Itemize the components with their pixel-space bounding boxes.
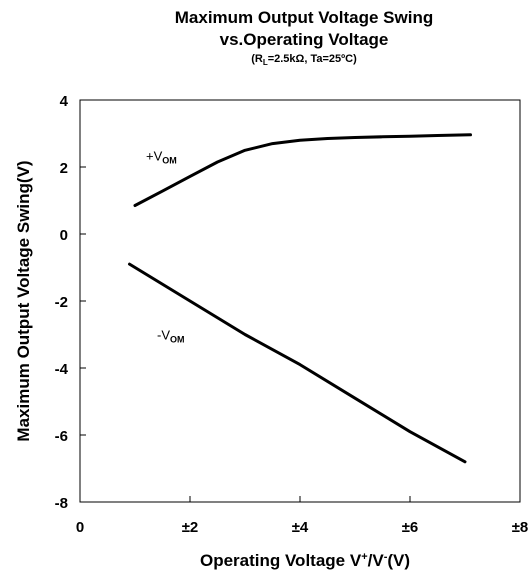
series-layer — [128, 133, 472, 464]
subtitle-r-prefix: (R — [251, 53, 263, 65]
x-axis-label-sup: + — [361, 551, 367, 563]
x-axis-label-part: Operating Voltage V — [200, 551, 362, 570]
series-line-plus-vom — [133, 133, 472, 207]
labels-layer: 4 2 0 -2 -4 -6 -8 0 ±2 ±4 ±6 ±8 Maximum Output Volta… — [14, 93, 528, 570]
series-label-main: -V — [157, 328, 170, 343]
subtitle-r-subscript: L — [262, 58, 268, 68]
series-label: +VOM — [146, 148, 177, 165]
x-axis-label-part: /V — [368, 551, 385, 570]
x-tick-label: ±8 — [512, 519, 529, 536]
y-axis-label: Maximum Output Voltage Swing(V) — [14, 160, 33, 441]
x-tick-label: 0 — [76, 519, 84, 536]
y-tick-label: -6 — [55, 428, 68, 445]
y-tick-label: -8 — [55, 495, 68, 512]
x-axis-label-part: (V) — [387, 551, 410, 570]
y-tick-label: 0 — [60, 227, 68, 244]
y-tick-label: -4 — [55, 361, 69, 378]
x-tick-label: ±4 — [292, 519, 309, 536]
x-tick-label: ±6 — [402, 519, 419, 536]
series-line-minus-vom — [128, 262, 467, 464]
x-axis-label: Operating Voltage V+/V-(V) — [200, 551, 410, 570]
series-label: -VOM — [157, 328, 185, 345]
series-label-main: +V — [146, 148, 163, 163]
y-tick-label: 4 — [60, 93, 69, 110]
subtitle-rest: =2.5kΩ, Ta=25ºC) — [267, 53, 357, 65]
series-label-sub: OM — [170, 335, 185, 345]
x-axis-label-sup: - — [384, 551, 388, 563]
chart-title-line2: vs.Operating Voltage — [219, 30, 389, 49]
chart-title-line1: Maximum Output Voltage Swing — [174, 8, 434, 27]
y-tick-label: -2 — [55, 294, 68, 311]
axes-layer — [79, 99, 521, 503]
y-tick-label: 2 — [60, 160, 68, 177]
x-tick-label: ±2 — [182, 519, 199, 536]
chart-subtitle: (RL=2.5kΩ, Ta=25ºC) — [38, 52, 532, 70]
series-label-sub: OM — [162, 155, 177, 165]
